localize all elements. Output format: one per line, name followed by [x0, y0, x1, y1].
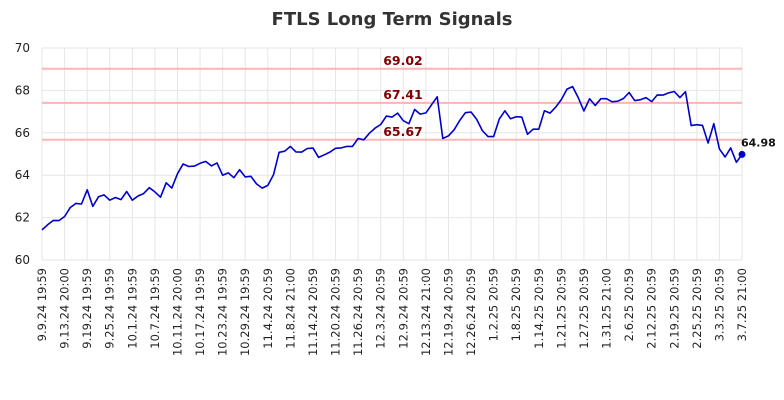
x-tick-label: 12.19.24 20:59 [441, 268, 455, 356]
y-axis: 60 62 64 66 68 70 [15, 41, 30, 267]
x-tick-label: 12.3.24 20:59 [374, 268, 388, 349]
grid [41, 47, 743, 261]
y-tick-label: 64 [15, 168, 30, 182]
reference-lines: 69.02 67.41 65.67 [42, 53, 742, 141]
x-tick-label: 10.11.24 20:00 [170, 268, 184, 356]
last-value-label: 64.98 [741, 136, 776, 149]
x-tick-label: 11.14.24 20:59 [306, 268, 320, 356]
x-tick-label: 1.31.25 21:00 [600, 268, 614, 349]
reference-line-label: 67.41 [383, 87, 423, 102]
x-tick-label: 1.21.25 20:59 [554, 268, 568, 349]
reference-line-label: 65.67 [383, 124, 423, 139]
x-tick-label: 3.7.25 21:00 [735, 268, 749, 341]
x-tick-label: 10.1.24 19:59 [125, 268, 139, 349]
x-tick-label: 3.3.25 20:59 [712, 268, 726, 341]
y-tick-label: 66 [15, 126, 30, 140]
x-tick-label: 11.4.24 20:59 [261, 268, 275, 349]
x-tick-label: 1.8.25 20:59 [509, 268, 523, 341]
x-tick-label: 2.12.25 20:59 [645, 268, 659, 349]
x-tick-label: 11.8.24 21:00 [283, 268, 297, 349]
y-tick-label: 62 [15, 211, 30, 225]
x-tick-label: 2.25.25 20:59 [690, 268, 704, 349]
x-tick-label: 12.9.24 20:59 [396, 268, 410, 349]
x-tick-label: 1.27.25 20:59 [577, 268, 591, 349]
series-line [41, 85, 743, 231]
x-tick-label: 10.29.24 19:59 [238, 268, 252, 356]
x-tick-label: 1.14.25 20:59 [532, 268, 546, 349]
x-tick-label: 12.13.24 21:00 [419, 268, 433, 356]
x-tick-label: 1.2.25 20:59 [487, 268, 501, 341]
x-tick-label: 12.26.24 20:59 [464, 268, 478, 356]
x-tick-label: 10.17.24 19:59 [193, 268, 207, 356]
x-tick-label: 2.6.25 20:59 [622, 268, 636, 341]
x-tick-label: 11.26.24 20:59 [351, 268, 365, 356]
y-tick-label: 70 [15, 41, 30, 55]
x-tick-label: 10.7.24 19:59 [148, 268, 162, 349]
x-tick-label: 11.20.24 20:59 [329, 268, 343, 356]
x-tick-label: 10.23.24 19:59 [216, 268, 230, 356]
chart-title: FTLS Long Term Signals [272, 9, 513, 30]
x-axis: 9.9.24 19:59 9.13.24 20:00 9.19.24 19:59 9.… [35, 268, 749, 356]
x-tick-label: 9.25.24 19:59 [103, 268, 117, 349]
reference-line-label: 69.02 [383, 53, 423, 68]
x-tick-label: 9.9.24 19:59 [35, 268, 49, 341]
y-tick-label: 68 [15, 83, 30, 97]
x-tick-label: 9.19.24 19:59 [80, 268, 94, 349]
x-tick-label: 2.19.25 20:59 [667, 268, 681, 349]
x-tick-label: 9.13.24 20:00 [58, 268, 72, 349]
series-layer: 64.98 [41, 85, 776, 231]
y-tick-label: 60 [15, 253, 30, 267]
last-point-marker [738, 150, 746, 158]
